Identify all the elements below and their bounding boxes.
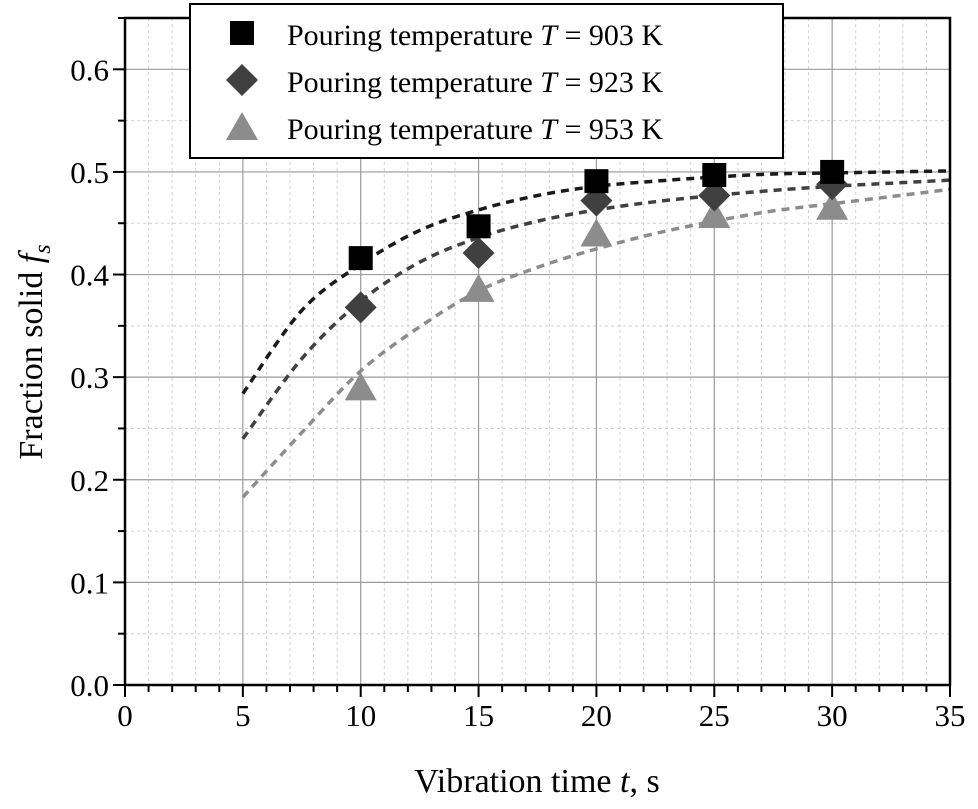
data-point-series-0 — [348, 246, 373, 271]
data-point-series-2 — [344, 372, 377, 401]
x-tick-label-25: 25 — [699, 698, 730, 733]
x-tick-label-0: 0 — [117, 698, 133, 733]
data-point-series-0 — [820, 159, 845, 184]
fit-curve-series-2 — [241, 187, 951, 499]
y-axis-title: Fraction solid fs — [13, 244, 56, 459]
x-tick-label-15: 15 — [463, 698, 494, 733]
data-markers — [344, 159, 849, 401]
x-tick-label-5: 5 — [235, 698, 251, 733]
legend-label-923: Pouring temperature T = 923 K — [287, 66, 663, 99]
legend-label-903: Pouring temperature T = 903 K — [287, 19, 663, 52]
data-point-series-0 — [702, 163, 727, 188]
data-point-series-0 — [466, 214, 491, 239]
y-tick-label-0.6: 0.6 — [70, 52, 109, 87]
data-point-series-2 — [580, 218, 613, 247]
data-point-series-1 — [462, 236, 495, 269]
data-point-series-2 — [462, 273, 495, 302]
x-axis-title: Vibration time t, s — [414, 763, 659, 800]
x-tick-label-35: 35 — [935, 698, 966, 733]
y-tick-label-0.1: 0.1 — [70, 565, 109, 600]
data-point-series-0 — [584, 169, 609, 194]
y-tick-label-0.3: 0.3 — [70, 360, 109, 395]
data-point-series-1 — [698, 179, 731, 212]
y-tick-label-0.5: 0.5 — [70, 155, 109, 190]
data-point-series-1 — [344, 291, 377, 324]
legend-marker-series-2 — [226, 112, 258, 140]
tick-labels: 0 5 10 15 20 25 30 35 0.0 0.1 0.2 0.3 0.4 0.5 0.6 — [70, 52, 965, 733]
x-tick-label-20: 20 — [581, 698, 612, 733]
x-tick-label-10: 10 — [345, 698, 376, 733]
x-tick-label-30: 30 — [817, 698, 848, 733]
legend-marker-series-0 — [230, 21, 254, 45]
legend-box — [189, 3, 784, 159]
legend-markers — [226, 21, 258, 140]
y-tick-label-0.2: 0.2 — [70, 463, 109, 498]
y-tick-label-0.0: 0.0 — [70, 668, 109, 703]
data-point-series-2 — [816, 191, 849, 220]
legend: Pouring temperature T = 903 K Pouring te… — [189, 3, 784, 159]
y-tick-label-0.4: 0.4 — [70, 258, 109, 293]
data-point-series-2 — [698, 200, 731, 229]
legend-label-953: Pouring temperature T = 953 K — [287, 113, 663, 146]
axis-ticks — [113, 17, 951, 697]
legend-marker-series-1 — [226, 64, 258, 96]
